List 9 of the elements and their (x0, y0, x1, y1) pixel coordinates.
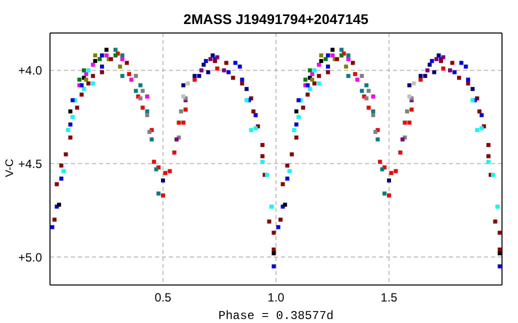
x-tick-label: 1.5 (380, 290, 398, 305)
chart-title: 2MASS J19491794+2047145 (182, 11, 370, 27)
y-axis-title: V-C (4, 158, 16, 178)
x-tick-label: 0.5 (154, 290, 172, 305)
x-tick-label: 1.0 (268, 290, 285, 305)
y-tick-label: +4.5 (18, 156, 42, 171)
y-tick-label: +4.0 (18, 64, 42, 78)
y-tick-label: +5.0 (18, 250, 42, 264)
x-axis-title: Phase = 0.38577d (218, 309, 334, 323)
